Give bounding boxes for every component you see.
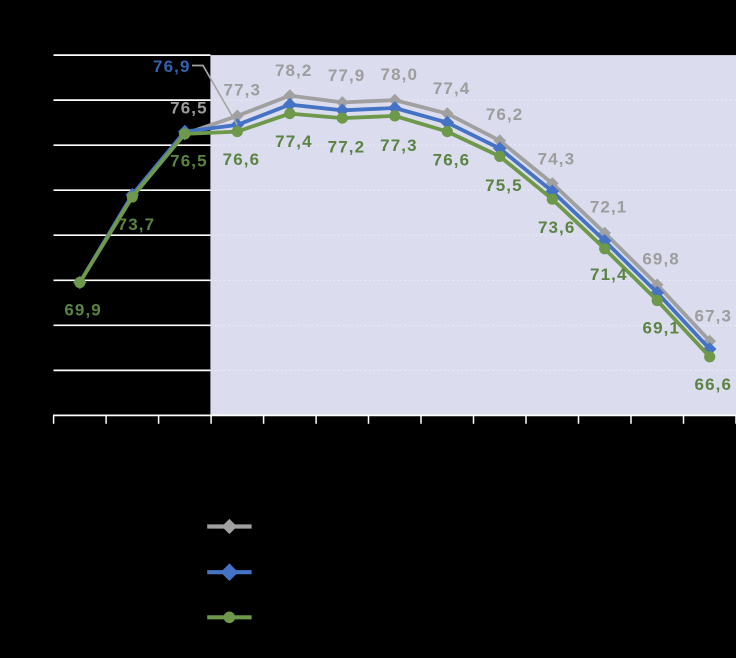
svg-text:76,5: 76,5	[170, 99, 208, 118]
svg-text:67,3: 67,3	[695, 307, 733, 326]
svg-text:75,5: 75,5	[485, 176, 523, 195]
svg-text:76,5: 76,5	[170, 152, 208, 171]
svg-text:77,3: 77,3	[380, 136, 418, 155]
svg-text:77,4: 77,4	[433, 79, 471, 98]
svg-text:76,6: 76,6	[433, 151, 471, 170]
svg-text:78,0: 78,0	[381, 65, 419, 84]
svg-text:69,9: 69,9	[64, 301, 102, 320]
svg-text:74,3: 74,3	[538, 150, 576, 169]
svg-text:76,2: 76,2	[486, 105, 524, 124]
svg-text:78,2: 78,2	[275, 61, 313, 80]
svg-text:73,7: 73,7	[118, 215, 156, 234]
svg-text:71,4: 71,4	[590, 265, 628, 284]
svg-text:77,2: 77,2	[328, 138, 366, 157]
svg-text:76,9: 76,9	[153, 57, 191, 76]
svg-text:77,9: 77,9	[328, 66, 366, 85]
svg-text:69,1: 69,1	[643, 319, 681, 338]
svg-text:77,4: 77,4	[275, 132, 313, 151]
svg-text:73,6: 73,6	[538, 218, 576, 237]
svg-text:72,1: 72,1	[590, 198, 628, 217]
svg-text:66,6: 66,6	[695, 375, 733, 394]
svg-text:76,6: 76,6	[223, 150, 261, 169]
svg-text:69,8: 69,8	[642, 250, 680, 269]
svg-text:77,3: 77,3	[224, 81, 262, 100]
